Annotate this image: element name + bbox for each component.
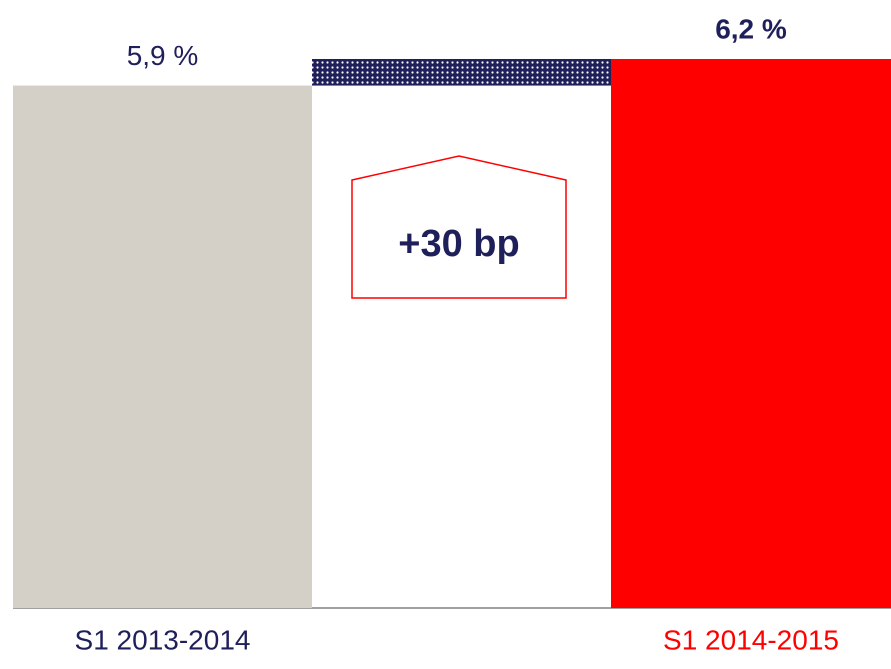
annotation-box: [351, 155, 567, 299]
annotation: +30 bp: [398, 223, 519, 265]
x-tick-label: S1 2013-2014: [75, 624, 251, 655]
bar: [611, 59, 891, 608]
bar: [13, 85, 312, 608]
x-tick-label: S1 2014-2015: [663, 624, 839, 655]
value-label: 6,2 %: [715, 13, 787, 44]
value-label: 5,9 %: [127, 40, 199, 71]
delta-bar: [312, 59, 611, 86]
